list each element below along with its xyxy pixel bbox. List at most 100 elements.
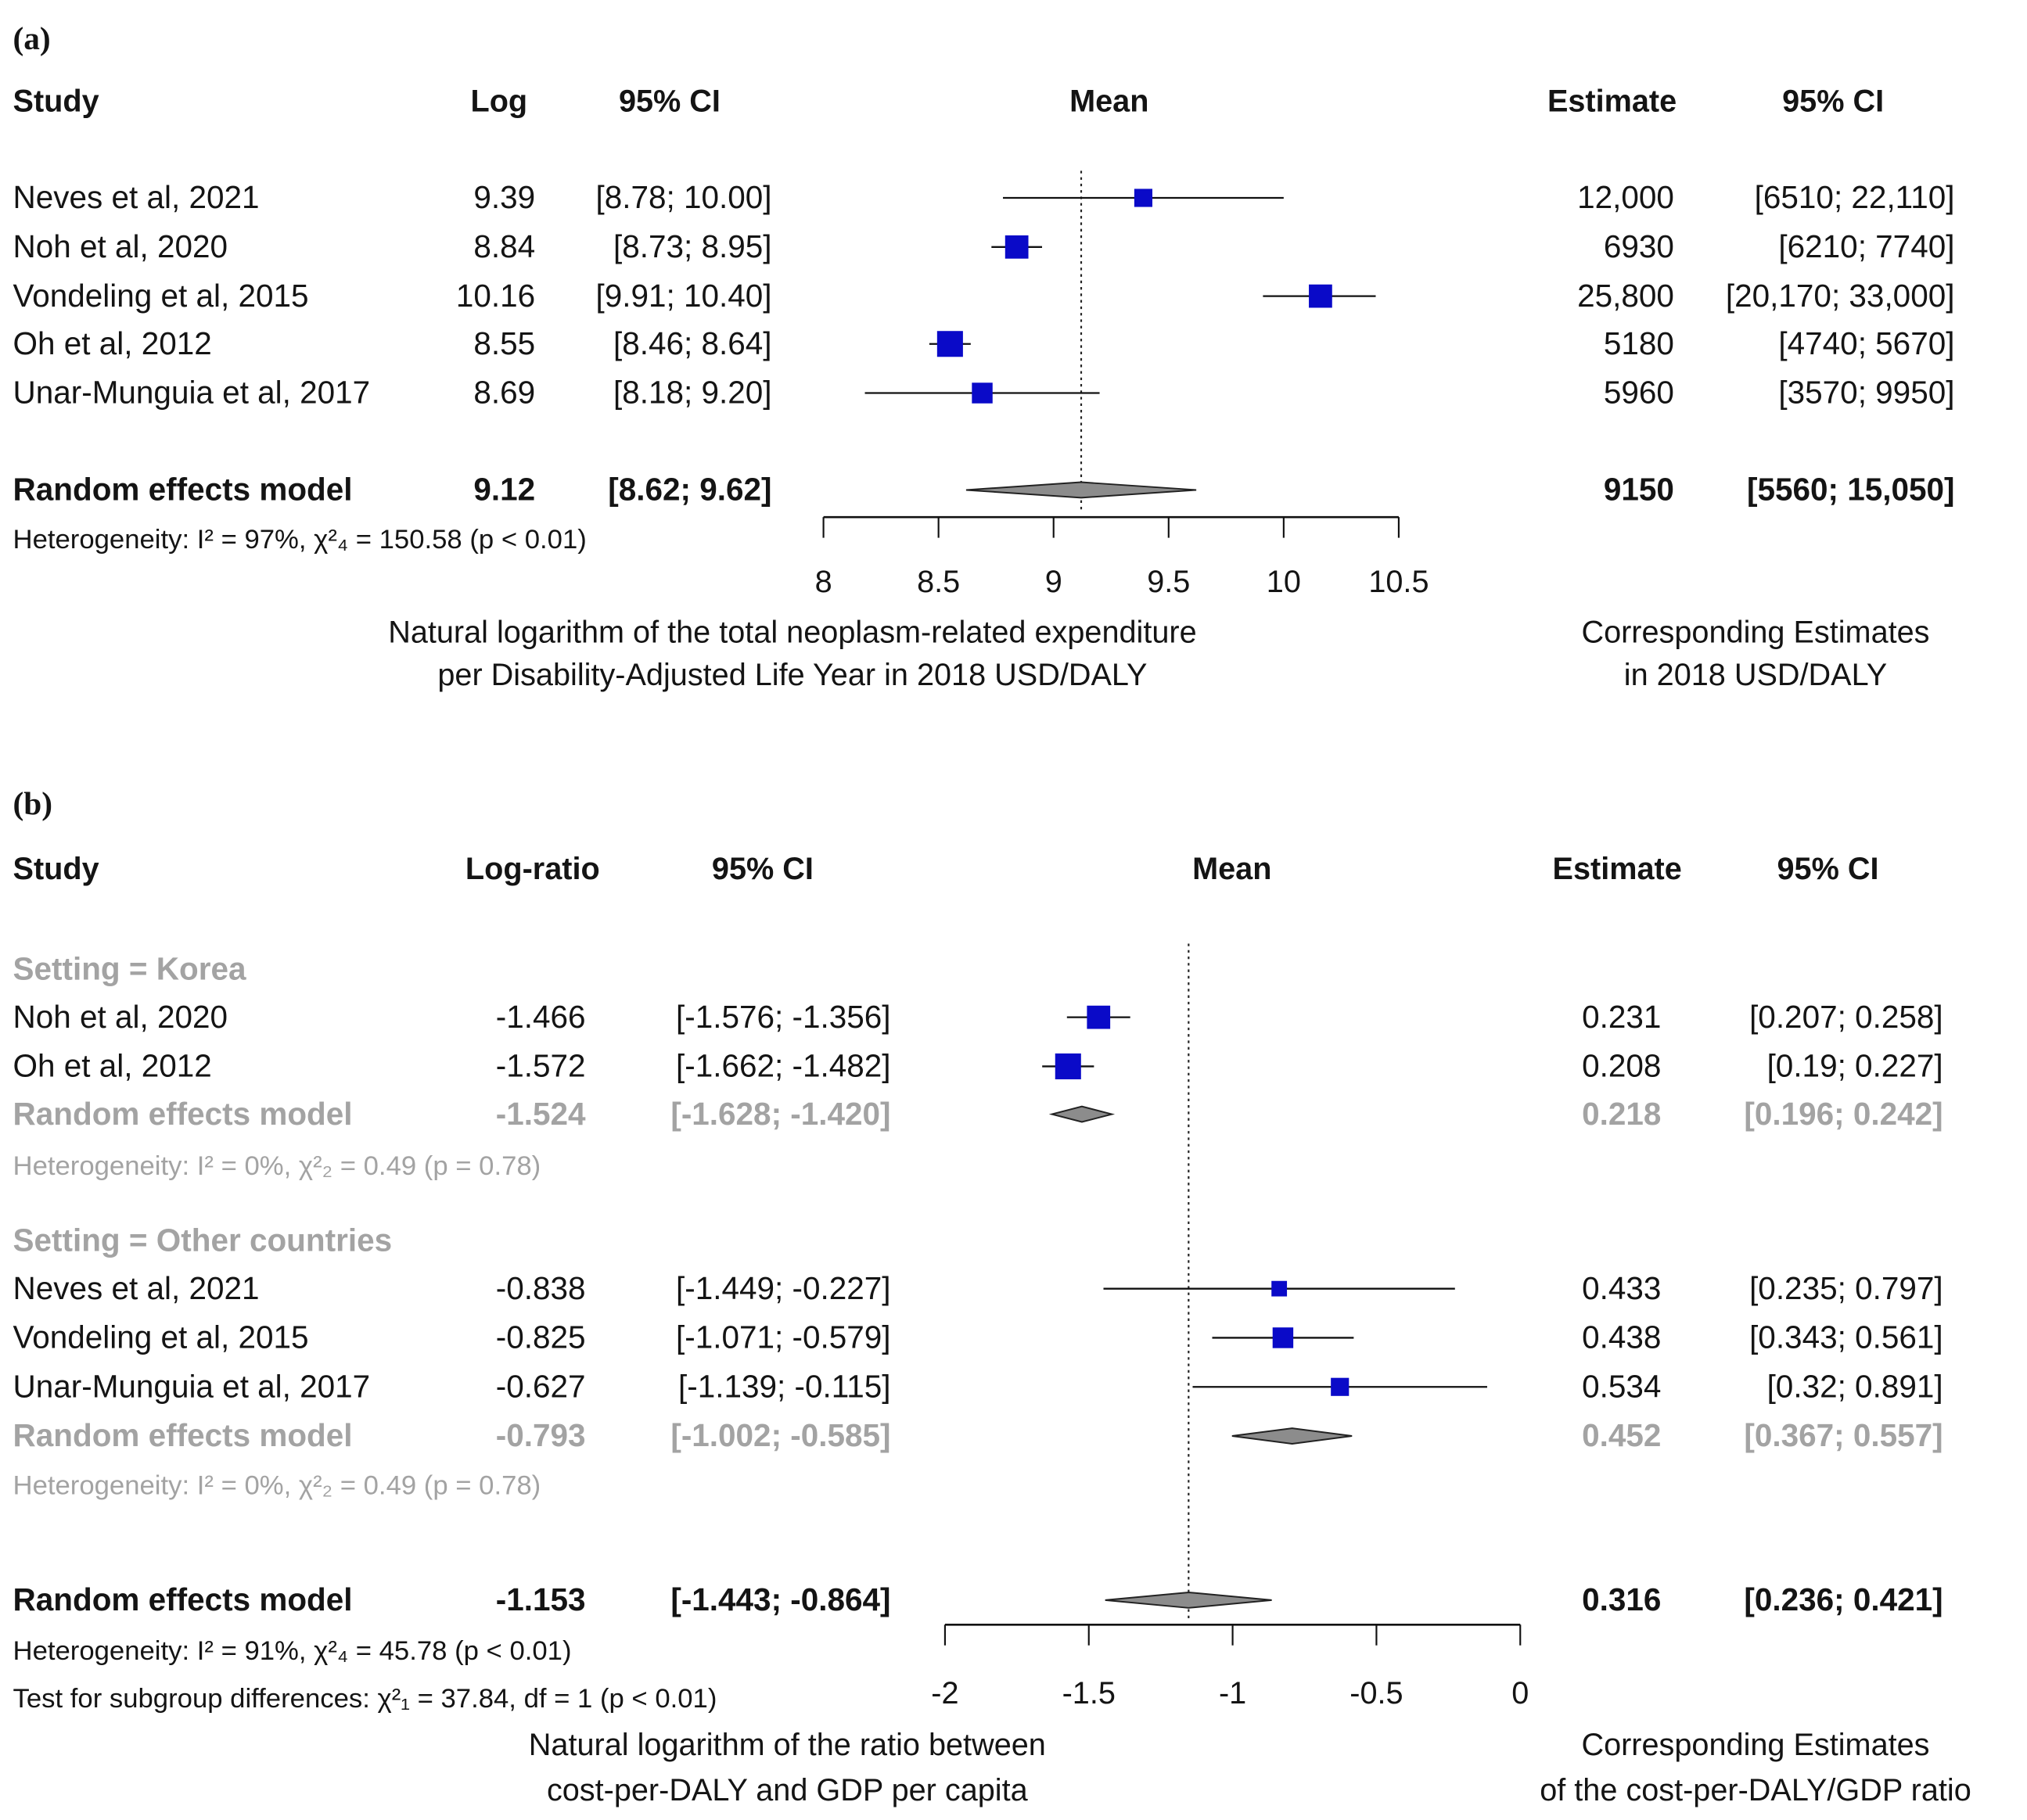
x-tick-label: -2 (931, 1676, 958, 1711)
study-label: Unar-Munguia et al, 2017 (13, 375, 371, 411)
estimate-value: 0.208 (1582, 1048, 1661, 1084)
model-row: Random effects model -0.793 [-1.002; -0.58… (13, 1417, 1943, 1453)
point-estimate-square (1309, 284, 1332, 308)
header-effect: Log-ratio (465, 852, 600, 886)
estimate-ci-value: [0.19; 0.227] (1767, 1048, 1943, 1084)
pooled-estimate-diamond (1105, 1591, 1272, 1609)
effect-value: -0.627 (496, 1368, 586, 1404)
estimate-ci-value: [3570; 9950] (1778, 375, 1954, 411)
header-mean: Mean (1069, 84, 1148, 118)
study-label: Oh et al, 2012 (13, 325, 212, 361)
study-row: Unar-Munguia et al, 2017 8.69 [8.18; 9.20]… (13, 375, 1955, 411)
ci-value: [-1.662; -1.482] (676, 1048, 890, 1084)
study-label: Neves et al, 2021 (13, 179, 260, 215)
estimate-ci-value: [0.236; 0.421] (1744, 1581, 1943, 1617)
heterogeneity-text: Heterogeneity: I² = 91%, χ²₄ = 45.78 (p … (13, 1636, 572, 1666)
effect-value: -1.466 (496, 999, 586, 1035)
point-estimate-square (972, 382, 993, 404)
study-label: Vondeling et al, 2015 (13, 1319, 309, 1355)
heterogeneity-text: Heterogeneity: I² = 0%, χ²₂ = 0.49 (p = … (13, 1470, 541, 1500)
study-label: Random effects model (13, 1581, 353, 1617)
header-effect: Log (471, 84, 528, 118)
point-estimate-square (936, 331, 963, 357)
estimate-value: 5960 (1604, 375, 1674, 411)
ci-value: [-1.071; -0.579] (676, 1319, 890, 1355)
ci-value: [8.46; 8.64] (613, 325, 772, 361)
model-row: Random effects model 9.12 [8.62; 9.62] 9150… (13, 472, 1955, 508)
estimate-value: 0.452 (1582, 1417, 1661, 1453)
study-row: Noh et al, 2020 -1.466 [-1.576; -1.356] 0.2… (13, 999, 1943, 1035)
estimate-value: 0.231 (1582, 999, 1661, 1035)
study-label: Neves et al, 2021 (13, 1270, 260, 1306)
effect-value: -0.838 (496, 1270, 586, 1306)
x-axis-label: cost-per-DALY and GDP per capita (547, 1773, 1029, 1807)
estimate-ci-value: [0.196; 0.242] (1744, 1096, 1943, 1132)
estimate-value: 0.218 (1582, 1096, 1661, 1132)
study-row: Oh et al, 2012 -1.572 [-1.662; -1.482] 0.20… (13, 1048, 1943, 1084)
x-tick-label: -1 (1219, 1676, 1246, 1711)
x-axis-label: Natural logarithm of the ratio between (529, 1728, 1046, 1762)
ci-value: [8.62; 9.62] (608, 472, 771, 508)
point-estimate-square (1055, 1053, 1081, 1079)
x-tick-label: -0.5 (1350, 1676, 1403, 1711)
point-estimate-square (1134, 188, 1153, 207)
x-tick-label: 9.5 (1147, 565, 1190, 599)
effect-value: 8.84 (473, 228, 535, 264)
study-row: Neves et al, 2021 -0.838 [-1.449; -0.227] 0… (13, 1270, 1943, 1306)
ci-value: [-1.002; -0.585] (670, 1417, 890, 1453)
header-mean: Mean (1192, 852, 1271, 886)
ci-value: [8.78; 10.00] (595, 179, 771, 215)
pooled-estimate-diamond (965, 481, 1197, 499)
study-label: Noh et al, 2020 (13, 228, 228, 264)
heterogeneity-text: Heterogeneity: I² = 97%, χ²₄ = 150.58 (p… (13, 525, 587, 555)
ci-value: [-1.139; -0.115] (678, 1368, 890, 1404)
study-label: Noh et al, 2020 (13, 999, 228, 1035)
ci-value: [-1.443; -0.864] (670, 1581, 890, 1617)
estimate-ci-value: [0.207; 0.258] (1749, 999, 1943, 1035)
point-estimate-square (1087, 1005, 1111, 1029)
study-row: Neves et al, 2021 9.39 [8.78; 10.00] 12,000… (13, 179, 1955, 215)
header-estimate-ci: 95% CI (1782, 84, 1884, 118)
effect-value: -0.825 (496, 1319, 586, 1355)
estimate-ci-value: [0.32; 0.891] (1767, 1368, 1943, 1404)
effect-value: -1.153 (496, 1581, 586, 1617)
estimate-ci-value: [5560; 15,050] (1747, 472, 1954, 508)
study-label: Unar-Munguia et al, 2017 (13, 1368, 371, 1404)
x-tick-label: 8.5 (917, 565, 960, 599)
x-axis-label: per Disability-Adjusted Life Year in 201… (437, 658, 1147, 692)
estimate-ci-value: [6210; 7740] (1778, 228, 1954, 264)
ci-value: [-1.628; -1.420] (670, 1096, 890, 1132)
estimate-column-label: of the cost-per-DALY/GDP ratio (1540, 1773, 1971, 1807)
panel-label: (b) (13, 785, 52, 822)
x-tick-label: 10.5 (1368, 565, 1429, 599)
study-label: Random effects model (13, 472, 353, 508)
estimate-ci-value: [6510; 22,110] (1755, 179, 1955, 215)
header-ci: 95% CI (712, 852, 814, 886)
estimate-ci-value: [0.235; 0.797] (1749, 1270, 1943, 1306)
effect-value: 9.12 (473, 472, 535, 508)
pooled-estimate-diamond (1231, 1427, 1353, 1445)
ci-value: [-1.449; -0.227] (676, 1270, 890, 1306)
subgroup-heading: Setting = Other countries (13, 1222, 393, 1258)
heterogeneity-text: Test for subgroup differences: χ²₁ = 37.… (13, 1684, 717, 1714)
x-axis-label: Natural logarithm of the total neoplasm-… (388, 615, 1196, 649)
effect-value: -1.572 (496, 1048, 586, 1084)
effect-value: 8.55 (473, 325, 535, 361)
study-label: Vondeling et al, 2015 (13, 278, 309, 314)
study-label: Random effects model (13, 1417, 353, 1453)
estimate-column-label: Corresponding Estimates (1581, 1728, 1929, 1762)
ci-value: [8.18; 9.20] (613, 375, 772, 411)
x-tick-label: 8 (815, 565, 832, 599)
estimate-ci-value: [20,170; 33,000] (1726, 278, 1955, 314)
estimate-value: 9150 (1604, 472, 1674, 508)
study-label: Random effects model (13, 1096, 353, 1132)
estimate-ci-value: [0.367; 0.557] (1744, 1417, 1943, 1453)
forest-panel-b: (b) Study Log-ratio 95% CI Mean Estimate 95% C… (13, 785, 1971, 1807)
ci-value: [9.91; 10.40] (595, 278, 771, 314)
estimate-value: 6930 (1604, 228, 1674, 264)
estimate-value: 0.316 (1582, 1581, 1661, 1617)
header-estimate: Estimate (1547, 84, 1677, 118)
effect-value: 8.69 (473, 375, 535, 411)
